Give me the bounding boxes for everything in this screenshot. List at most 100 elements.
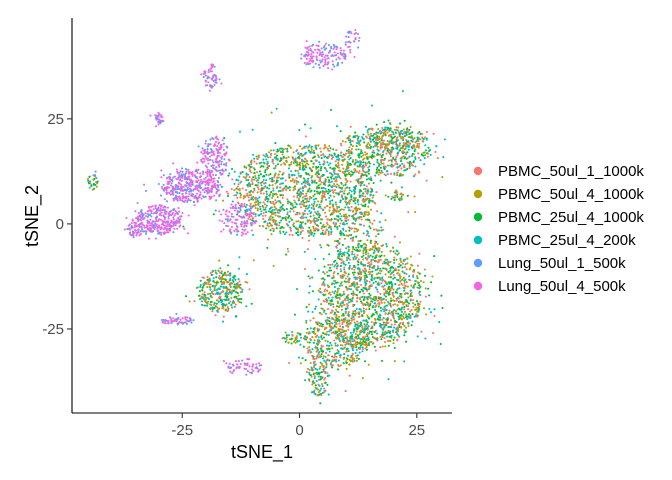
data-point: [396, 195, 399, 198]
data-point: [364, 246, 367, 249]
data-point: [196, 171, 199, 174]
data-point: [358, 191, 361, 194]
data-point: [390, 140, 393, 143]
data-point: [277, 215, 281, 218]
data-point: [400, 167, 403, 170]
data-point: [336, 344, 339, 347]
data-point: [246, 183, 249, 187]
data-point: [169, 193, 172, 196]
data-point: [272, 227, 275, 230]
data-point: [364, 270, 368, 273]
data-point: [335, 262, 338, 265]
data-point: [322, 355, 325, 358]
data-point: [326, 271, 329, 274]
data-point: [344, 177, 347, 180]
data-point: [228, 288, 231, 291]
data-point: [247, 196, 250, 199]
data-point: [347, 281, 351, 284]
data-point: [312, 234, 315, 237]
data-point: [396, 173, 399, 177]
data-point: [401, 266, 404, 269]
data-point: [171, 191, 174, 194]
data-point: [314, 197, 318, 200]
data-point: [369, 221, 372, 224]
data-point: [370, 330, 373, 333]
data-point: [335, 360, 338, 363]
data-point: [370, 279, 373, 282]
data-point: [270, 224, 273, 227]
data-point: [259, 173, 262, 176]
data-point: [402, 155, 405, 158]
data-point: [203, 304, 206, 307]
data-point: [368, 169, 371, 172]
data-point: [362, 258, 365, 261]
data-point: [319, 167, 323, 170]
data-point: [361, 204, 364, 207]
data-point: [272, 264, 275, 268]
data-point: [299, 164, 302, 167]
data-point: [353, 162, 356, 165]
data-point: [301, 221, 305, 224]
data-point: [335, 308, 338, 311]
data-point: [136, 201, 139, 205]
data-point: [256, 209, 259, 212]
data-point: [346, 222, 349, 225]
data-point: [341, 223, 345, 226]
data-point: [301, 162, 304, 165]
data-point: [327, 286, 330, 289]
data-point: [287, 216, 290, 219]
data-point: [355, 179, 358, 182]
data-point: [319, 191, 322, 194]
data-point: [373, 242, 377, 245]
data-point: [317, 336, 320, 339]
data-point: [373, 151, 376, 154]
data-point: [384, 312, 387, 315]
data-point: [362, 254, 365, 257]
data-point: [398, 174, 401, 177]
data-point: [443, 138, 446, 141]
data-point: [376, 249, 379, 252]
data-point: [183, 188, 186, 191]
data-point: [389, 123, 392, 126]
data-point: [350, 292, 353, 295]
data-point: [361, 347, 364, 351]
data-point: [359, 272, 362, 275]
data-point: [350, 267, 354, 270]
data-point: [423, 163, 426, 166]
data-point: [354, 293, 357, 296]
data-point: [364, 284, 367, 287]
data-point: [403, 310, 407, 313]
data-point: [308, 285, 311, 288]
data-point: [385, 152, 388, 155]
data-point: [351, 253, 354, 256]
data-point: [296, 190, 300, 193]
data-point: [407, 308, 410, 311]
data-point: [376, 299, 379, 302]
data-point: [369, 294, 372, 297]
data-point: [239, 194, 242, 197]
data-point: [393, 198, 396, 202]
data-point: [360, 148, 363, 152]
data-point: [405, 316, 408, 319]
data-point: [379, 324, 382, 327]
data-point: [339, 250, 342, 253]
data-point: [373, 337, 376, 340]
data-point: [344, 201, 348, 204]
data-point: [217, 300, 220, 303]
data-point: [342, 341, 345, 344]
data-point: [315, 217, 318, 220]
data-point: [266, 200, 269, 203]
data-point: [387, 293, 390, 296]
data-point: [374, 136, 377, 140]
data-point: [326, 192, 329, 195]
data-point: [163, 218, 166, 221]
data-point: [356, 328, 359, 331]
data-point: [397, 269, 400, 272]
data-point: [290, 163, 293, 166]
data-point: [334, 336, 337, 339]
data-point: [351, 271, 354, 274]
data-point: [299, 193, 302, 196]
data-point: [374, 296, 377, 299]
data-point: [227, 307, 230, 310]
data-point: [417, 271, 420, 274]
